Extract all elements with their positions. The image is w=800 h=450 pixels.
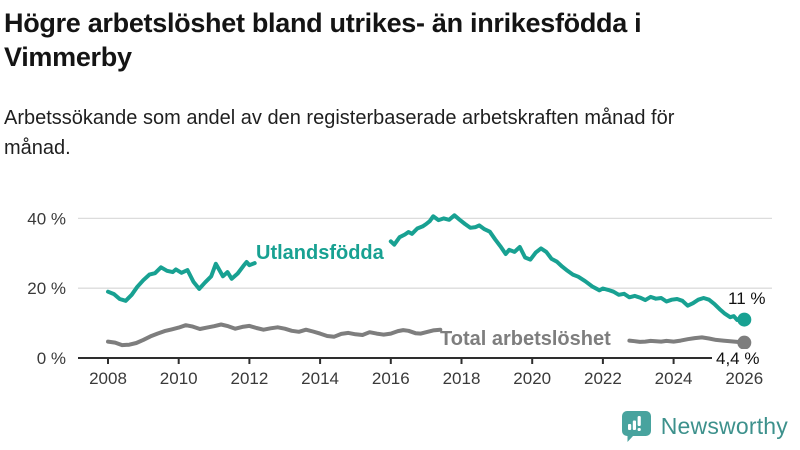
chart-area: 2008 2010 2012 2014 2016 2018 2020 2022 2024 2026…: [0, 183, 800, 423]
newsworthy-logo-icon: [621, 411, 651, 442]
y-tick-label: 0 %: [37, 349, 66, 368]
brand-name: Newsworthy: [660, 413, 788, 439]
x-tick-label: 2012: [230, 369, 268, 388]
series-label-0: Utlandsfödda: [256, 242, 385, 264]
y-tick-label: 20 %: [27, 279, 66, 298]
series-line-1: [627, 335, 747, 345]
x-tick-label: 2014: [301, 369, 339, 388]
x-tick-label: 2008: [89, 369, 127, 388]
x-tick-label: 2018: [443, 369, 481, 388]
series-line-0: [106, 260, 257, 303]
x-tick-label: 2026: [725, 369, 763, 388]
end-value-label-0: 11 %: [728, 289, 766, 308]
x-tick-label: 2022: [584, 369, 622, 388]
x-tick-label: 2020: [513, 369, 551, 388]
end-value-label-1: 4,4 %: [716, 349, 759, 368]
unemployment-line-chart: 2008 2010 2012 2014 2016 2018 2020 2022 2024 2026…: [27, 209, 775, 388]
y-tick-label: 40 %: [27, 209, 66, 228]
series-line-1: [106, 322, 443, 348]
series-label-1: Total arbetslöshet: [440, 328, 611, 350]
x-tick-label: 2016: [372, 369, 410, 388]
x-tick-label: 2024: [655, 369, 693, 388]
series-end-dot-0: [737, 312, 752, 327]
series-end-dot-1: [737, 335, 752, 350]
series-line-0: [388, 213, 747, 322]
chart-title: Högre arbetslöshet bland utrikes- än inr…: [4, 8, 642, 72]
end-label-backdrop: [712, 349, 775, 368]
x-tick-label: 2010: [160, 369, 198, 388]
chart-subtitle: Arbetssökande som andel av den registerb…: [4, 107, 675, 159]
brand-footer: Newsworthy: [621, 410, 788, 443]
